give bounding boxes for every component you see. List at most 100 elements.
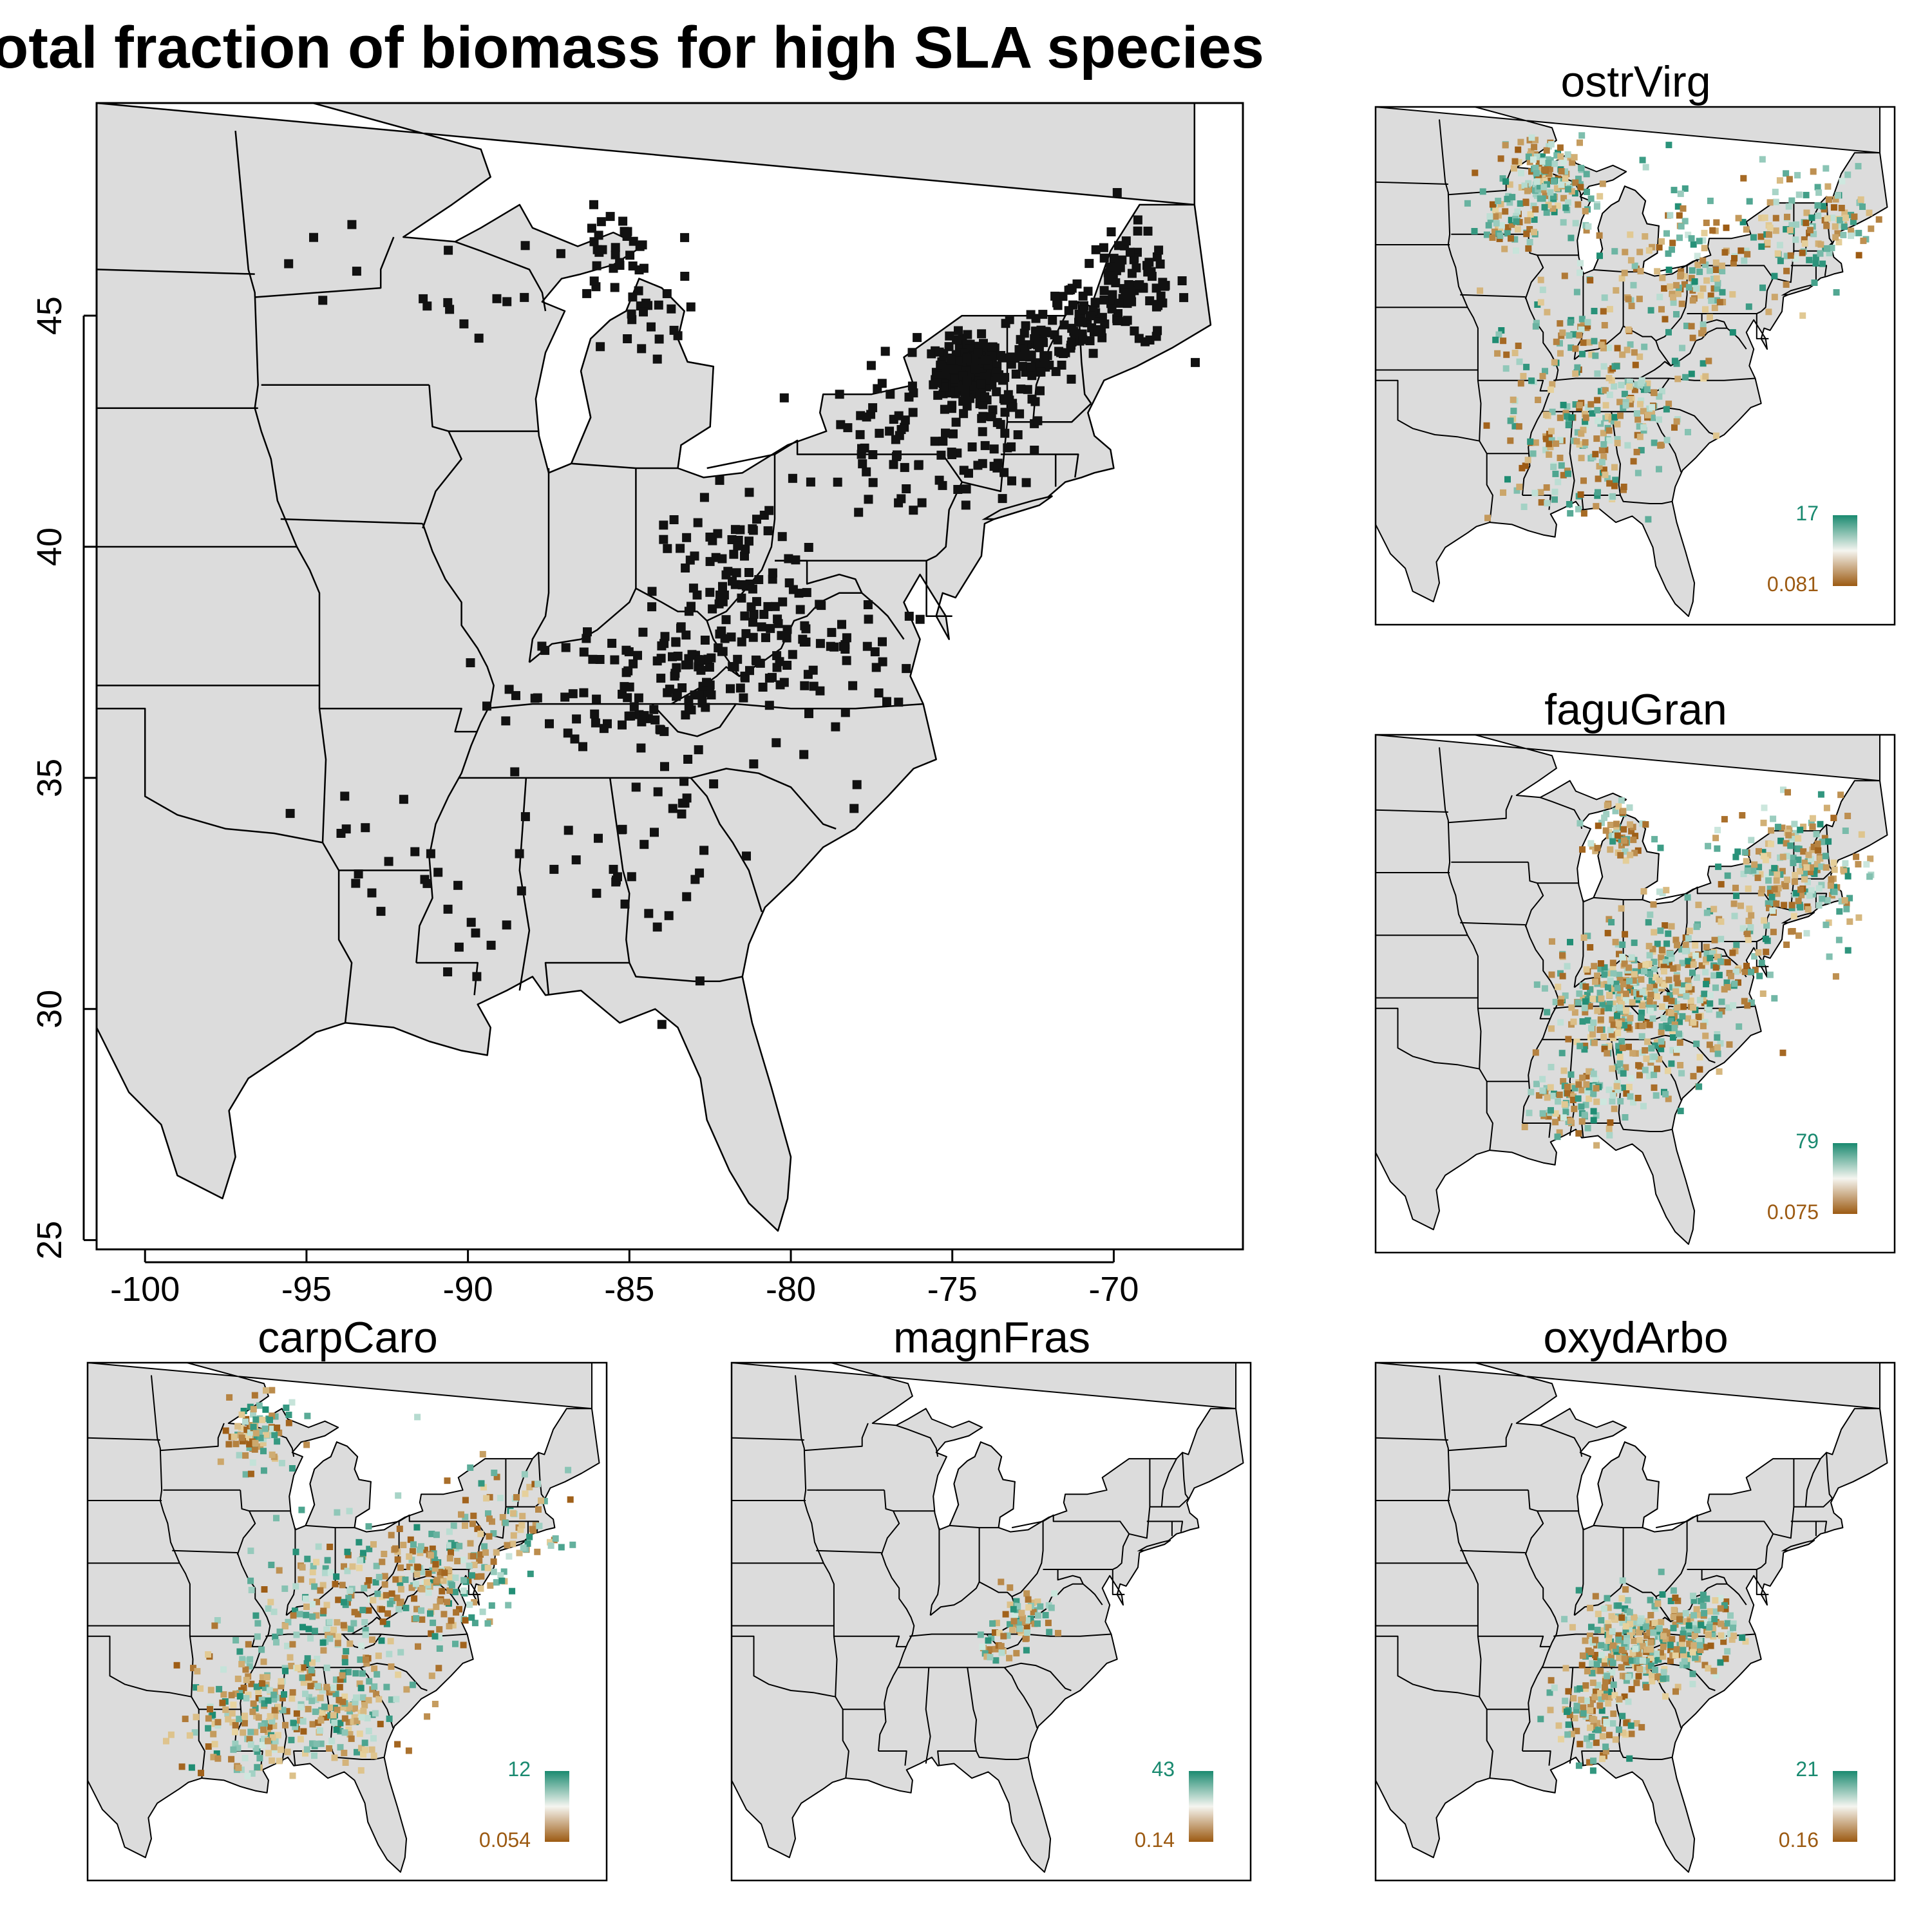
plot-point xyxy=(1670,299,1677,306)
plot-point xyxy=(1624,1638,1630,1644)
plot-point xyxy=(1677,272,1684,279)
plot-point xyxy=(1584,1124,1591,1132)
plot-point xyxy=(425,1589,432,1596)
plot-point xyxy=(1608,832,1615,839)
state-border xyxy=(1150,1497,1189,1508)
plot-point xyxy=(290,1719,297,1727)
plot-point xyxy=(1713,432,1719,439)
plot-point xyxy=(1703,277,1710,284)
plot-point xyxy=(904,611,914,621)
plot-point xyxy=(1493,220,1500,227)
plot-point xyxy=(1648,1045,1655,1052)
x-tick-label: -95 xyxy=(281,1270,332,1309)
plot-point xyxy=(1608,919,1615,925)
plot-point xyxy=(568,689,578,699)
plot-point xyxy=(269,1387,276,1394)
plot-point xyxy=(639,840,649,849)
plot-point xyxy=(1504,476,1511,483)
plot-point xyxy=(596,217,606,227)
plot-point xyxy=(1685,1015,1691,1022)
plot-point xyxy=(1607,1027,1614,1034)
plot-point xyxy=(1779,867,1786,875)
plot-point xyxy=(1577,260,1584,267)
plot-point xyxy=(1681,273,1688,280)
state-border xyxy=(1687,258,1774,312)
plot-point xyxy=(1639,1643,1646,1650)
plot-point xyxy=(1631,1614,1638,1621)
plot-point xyxy=(313,1612,320,1619)
plot-point xyxy=(967,442,977,451)
plot-point xyxy=(1571,1009,1578,1016)
plot-point xyxy=(1823,165,1830,172)
plot-point xyxy=(318,296,328,305)
plot-point xyxy=(1823,804,1830,811)
plot-point xyxy=(1084,259,1094,269)
plot-point xyxy=(599,724,609,734)
plot-point xyxy=(524,1540,531,1547)
plot-point xyxy=(1595,417,1602,424)
plot-point xyxy=(292,1723,299,1730)
plot-point xyxy=(1750,867,1757,874)
plot-point xyxy=(238,1434,245,1441)
plot-point xyxy=(1553,440,1560,447)
plot-point xyxy=(478,1480,485,1487)
plot-point xyxy=(1636,423,1643,430)
plot-point xyxy=(289,1465,296,1472)
plot-point xyxy=(1579,1074,1586,1081)
plot-point xyxy=(733,654,743,664)
plot-point xyxy=(1621,269,1628,276)
plot-point xyxy=(258,1646,265,1653)
plot-point xyxy=(1557,455,1564,461)
plot-point xyxy=(1701,245,1708,252)
plot-point xyxy=(1680,1618,1687,1625)
plot-point xyxy=(245,1641,252,1648)
plot-point xyxy=(1627,1722,1634,1729)
plot-point xyxy=(1030,1609,1037,1616)
plot-point xyxy=(510,767,520,777)
plot-point xyxy=(1007,476,1016,486)
plot-point xyxy=(1669,1636,1676,1643)
plot-point xyxy=(1777,871,1784,878)
plot-point xyxy=(659,520,668,530)
plot-point xyxy=(1733,942,1740,949)
plot-point xyxy=(1855,163,1862,170)
plot-point xyxy=(1768,893,1776,900)
plot-point xyxy=(1670,1625,1677,1632)
plot-point xyxy=(1016,384,1026,394)
plot-point xyxy=(996,420,1005,430)
plot-point xyxy=(309,1721,316,1728)
plot-point xyxy=(1587,277,1594,284)
plot-point xyxy=(1558,996,1565,1003)
plot-point xyxy=(245,1691,252,1698)
plot-point xyxy=(1765,873,1772,880)
plot-point xyxy=(424,1713,431,1720)
plot-point xyxy=(1829,214,1836,222)
plot-point xyxy=(1590,1723,1597,1730)
plot-point xyxy=(804,543,813,552)
plot-point xyxy=(1671,1012,1678,1019)
plot-point xyxy=(1685,958,1692,965)
plot-point xyxy=(545,719,554,728)
plot-point xyxy=(868,450,878,459)
plot-point xyxy=(351,878,361,888)
plot-point xyxy=(1124,280,1133,289)
plot-point xyxy=(1794,172,1801,179)
plot-point xyxy=(977,329,987,339)
main-plot-points xyxy=(284,188,1200,1029)
plot-point xyxy=(1593,1739,1600,1747)
plot-point xyxy=(1591,1694,1598,1701)
plot-point xyxy=(1598,1642,1605,1649)
plot-point xyxy=(1528,377,1535,384)
plot-point xyxy=(486,940,496,950)
plot-point xyxy=(1675,290,1681,298)
plot-point xyxy=(433,867,443,877)
plot-point xyxy=(590,709,600,719)
plot-point xyxy=(1650,1004,1657,1011)
plot-point xyxy=(1696,1638,1703,1645)
plot-point xyxy=(478,1573,485,1580)
plot-point xyxy=(1059,320,1069,330)
plot-point xyxy=(1545,160,1552,166)
plot-point xyxy=(1712,1608,1719,1615)
plot-point xyxy=(1694,261,1701,269)
plot-point xyxy=(582,289,592,298)
